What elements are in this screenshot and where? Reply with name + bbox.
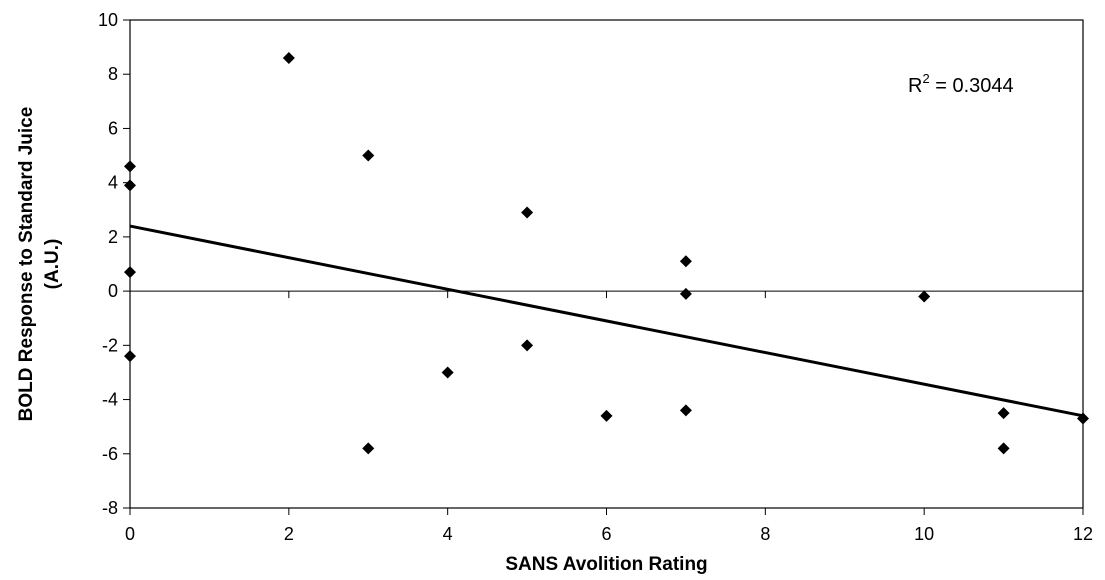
data-point	[997, 442, 1010, 455]
data-point	[124, 160, 136, 173]
r-squared-annotation: R2 = 0.3044	[908, 71, 1014, 97]
data-point	[124, 266, 136, 279]
data-point	[362, 149, 375, 162]
y-tick-label: -8	[102, 498, 118, 518]
y-tick-label: -2	[102, 335, 118, 355]
x-axis-title: SANS Avolition Rating	[505, 554, 707, 575]
y-tick-label: 6	[108, 118, 118, 138]
x-tick-label: 0	[125, 524, 135, 544]
y-axis-title-line-1: BOLD Response to Standard Juice	[16, 107, 37, 422]
x-tick-label: 4	[443, 524, 453, 544]
trend-line	[129, 224, 1084, 418]
data-point	[918, 290, 931, 303]
y-tick-label: 4	[108, 173, 118, 193]
y-tick-label: -4	[102, 390, 118, 410]
x-tick-label: 10	[914, 524, 934, 544]
data-point	[679, 287, 692, 300]
plot-area: -8 -6 -4 -2 0 2 4 6 8 10 0 2 4 6 8 10 12 R2 = 0.3044 SANS …	[16, 10, 1093, 575]
data-point	[679, 404, 692, 417]
x-tick-label: 12	[1073, 524, 1093, 544]
data-point	[521, 339, 534, 352]
data-point	[282, 51, 295, 64]
data-point	[124, 179, 136, 192]
x-tick-label: 8	[760, 524, 770, 544]
data-point	[124, 350, 136, 363]
y-axis-title-line-2: (A.U.)	[42, 239, 63, 290]
x-tick-label: 2	[284, 524, 294, 544]
data-point	[441, 366, 454, 379]
data-point	[1077, 412, 1089, 425]
data-point	[521, 206, 534, 219]
data-point	[362, 442, 375, 455]
data-point	[997, 407, 1010, 420]
y-tick-label: 10	[98, 10, 118, 30]
y-tick-label: 2	[108, 227, 118, 247]
y-tick-label: -6	[102, 444, 118, 464]
data-point	[600, 409, 613, 422]
x-tick-label: 6	[601, 524, 611, 544]
y-tick-label: 8	[108, 64, 118, 84]
y-tick-label: 0	[108, 281, 118, 301]
data-point	[679, 255, 692, 268]
